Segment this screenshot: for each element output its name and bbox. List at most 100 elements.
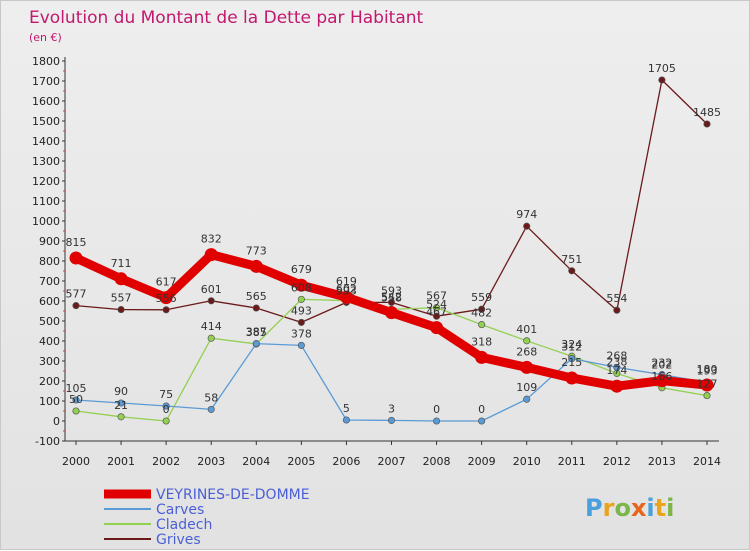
y-tick-label: 100 xyxy=(39,395,60,408)
x-tick-label: 2002 xyxy=(152,455,180,468)
data-point-carves xyxy=(478,417,486,425)
data-label-cladech: 21 xyxy=(114,399,128,412)
chart-subtitle: (en €) xyxy=(29,31,62,44)
y-tick-label: 1100 xyxy=(32,195,60,208)
y-tick-label: 1800 xyxy=(32,55,60,68)
data-point-veyrines-de-domme xyxy=(114,272,128,286)
data-point-carves xyxy=(72,396,80,404)
x-tick-label: 2003 xyxy=(197,455,225,468)
logo-letter: i xyxy=(666,494,674,522)
data-point-veyrines-de-domme xyxy=(159,291,173,305)
data-point-grives xyxy=(523,222,531,230)
data-label-cladech: 608 xyxy=(291,281,312,294)
data-label-cladech: 238 xyxy=(606,355,627,368)
data-point-veyrines-de-domme xyxy=(610,379,624,393)
data-point-grives xyxy=(252,304,260,312)
data-point-carves xyxy=(433,417,441,425)
y-tick-label: 800 xyxy=(39,255,60,268)
data-label-carves: 387 xyxy=(246,326,267,339)
data-label-cladech: 482 xyxy=(471,307,492,320)
data-point-veyrines-de-domme xyxy=(249,259,263,273)
y-tick-label: 700 xyxy=(39,275,60,288)
data-label-grives: 557 xyxy=(111,292,132,305)
data-label-cladech: 166 xyxy=(651,370,672,383)
data-label-veyrines-de-domme: 180 xyxy=(697,363,718,376)
data-label-cladech: 401 xyxy=(516,323,537,336)
legend-label-veyrines-de-domme: VEYRINES-DE-DOMME xyxy=(156,487,310,503)
data-label-veyrines-de-domme: 202 xyxy=(651,359,672,372)
data-point-grives xyxy=(703,120,711,128)
data-point-carves xyxy=(387,416,396,424)
x-tick-label: 2012 xyxy=(603,455,631,468)
data-point-veyrines-de-domme xyxy=(69,251,83,265)
data-point-veyrines-de-domme xyxy=(385,306,398,320)
data-label-grives: 1705 xyxy=(648,62,676,75)
data-label-grives: 601 xyxy=(201,283,222,296)
x-tick-label: 2013 xyxy=(648,455,676,468)
axes: -100010020030040050060070080090010001100… xyxy=(32,55,721,468)
data-label-cladech: 127 xyxy=(697,378,718,391)
y-tick-label: 1000 xyxy=(32,215,60,228)
data-label-grives: 577 xyxy=(66,288,87,301)
legend-label-cladech: Cladech xyxy=(156,517,212,533)
data-point-cladech xyxy=(703,392,711,400)
data-point-carves xyxy=(117,399,125,407)
data-point-grives xyxy=(387,298,396,306)
data-point-cladech xyxy=(207,334,215,342)
data-label-veyrines-de-domme: 542 xyxy=(381,291,402,304)
data-label-veyrines-de-domme: 318 xyxy=(471,335,492,348)
y-tick-label: 1700 xyxy=(32,75,60,88)
x-tick-label: 2008 xyxy=(423,455,451,468)
logo-letter: i xyxy=(646,494,654,522)
x-tick-label: 2009 xyxy=(468,455,496,468)
data-label-veyrines-de-domme: 773 xyxy=(246,244,267,257)
logo-letter: x xyxy=(631,494,647,522)
y-tick-label: 400 xyxy=(39,335,60,348)
data-label-veyrines-de-domme: 711 xyxy=(111,257,132,270)
proxiti-logo: Proxiti xyxy=(585,494,674,522)
data-point-cladech xyxy=(72,407,80,415)
data-point-grives xyxy=(658,76,666,84)
data-label-cladech: 0 xyxy=(163,403,170,416)
data-point-veyrines-de-domme xyxy=(204,248,218,262)
data-label-grives: 1485 xyxy=(693,106,721,119)
legend-label-carves: Carves xyxy=(156,502,204,518)
data-point-carves xyxy=(297,341,305,349)
chart-title: Evolution du Montant de la Dette par Hab… xyxy=(29,8,424,28)
y-tick-label: 500 xyxy=(39,315,60,328)
data-label-grives: 593 xyxy=(336,284,357,297)
data-label-grives: 493 xyxy=(291,304,312,317)
data-label-grives: 559 xyxy=(471,291,492,304)
data-label-carves: 5 xyxy=(343,402,350,415)
data-point-carves xyxy=(342,416,350,424)
data-label-veyrines-de-domme: 679 xyxy=(291,263,312,276)
logo-letter: o xyxy=(614,494,631,522)
data-label-carves: 0 xyxy=(433,403,440,416)
data-point-veyrines-de-domme xyxy=(430,321,444,335)
y-tick-label: 1600 xyxy=(32,95,60,108)
data-label-grives: 974 xyxy=(516,208,537,221)
y-tick-label: 900 xyxy=(39,235,60,248)
data-label-veyrines-de-domme: 174 xyxy=(606,364,627,377)
x-tick-label: 2010 xyxy=(513,455,541,468)
data-point-veyrines-de-domme xyxy=(339,290,353,304)
data-label-carves: 90 xyxy=(114,385,128,398)
data-label-grives: 554 xyxy=(606,292,627,305)
data-point-grives xyxy=(297,318,305,326)
logo-letter: t xyxy=(655,494,666,522)
logo-letter: P xyxy=(585,494,603,522)
data-label-veyrines-de-domme: 268 xyxy=(516,345,537,358)
data-point-carves xyxy=(613,363,621,371)
data-label-grives: 593 xyxy=(381,284,402,297)
y-tick-label: 1500 xyxy=(32,115,60,128)
data-label-grives: 751 xyxy=(561,253,582,266)
data-label-carves: 109 xyxy=(516,381,537,394)
data-label-carves: 0 xyxy=(478,403,485,416)
data-label-cladech: 324 xyxy=(561,338,582,351)
data-point-cladech xyxy=(478,321,486,329)
data-point-carves xyxy=(162,402,170,410)
data-label-grives: 565 xyxy=(246,290,267,303)
data-point-carves xyxy=(523,395,531,403)
data-point-veyrines-de-domme xyxy=(700,378,714,392)
